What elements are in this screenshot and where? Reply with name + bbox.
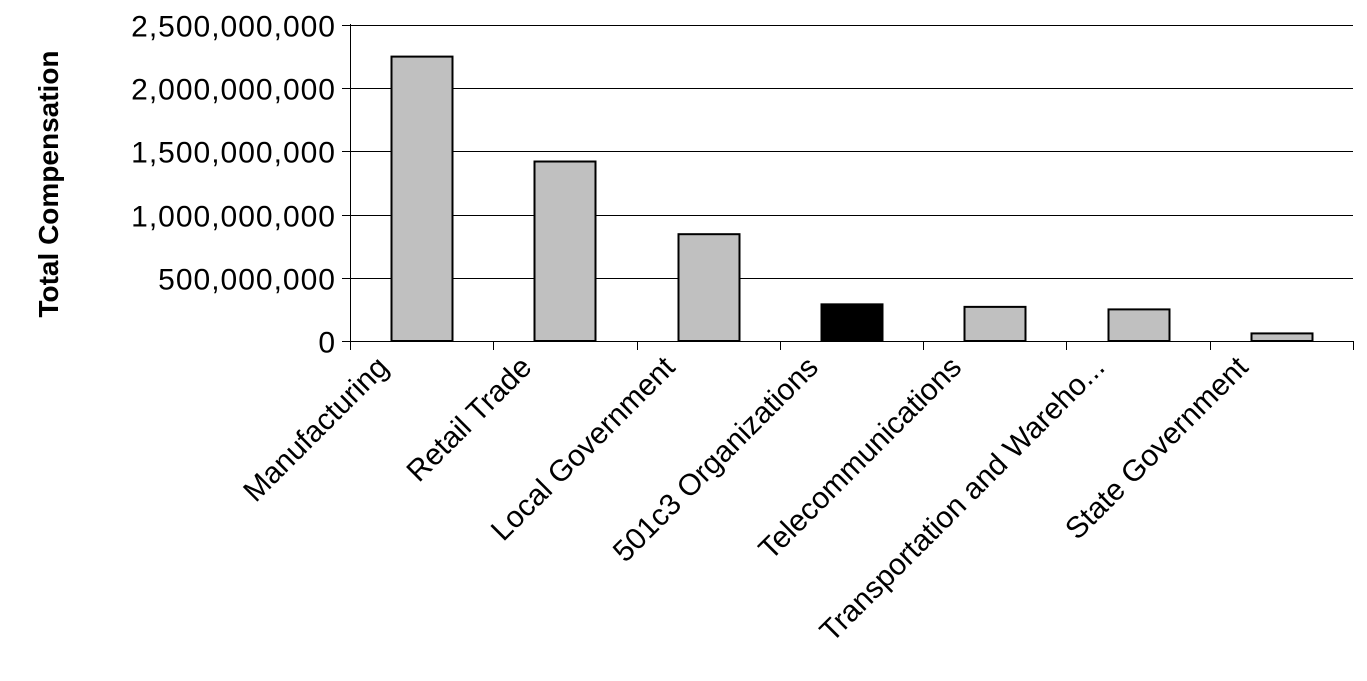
gridlines	[350, 25, 1353, 279]
bar	[1107, 308, 1171, 342]
y-tick-label: 0	[318, 327, 336, 360]
y-tick-label: 1,500,000,000	[131, 137, 336, 170]
y-tick-label: 1,000,000,000	[131, 201, 336, 234]
bars	[390, 55, 1314, 343]
axes	[342, 24, 1354, 350]
x-tick-label: Manufacturing	[237, 351, 395, 509]
bar	[963, 305, 1027, 343]
bar	[677, 233, 741, 342]
bar	[533, 160, 597, 342]
y-tick-label: 2,000,000,000	[131, 74, 336, 107]
x-tick-label: Retail Trade	[401, 351, 539, 489]
bar	[820, 303, 884, 342]
y-tick-label: 500,000,000	[158, 264, 336, 297]
bar	[1250, 332, 1314, 342]
y-tick-label: 2,500,000,000	[131, 11, 336, 44]
bar	[390, 55, 454, 342]
y-axis-title: Total Compensation	[33, 50, 64, 317]
x-tick-label: Transportation and Wareho...	[814, 351, 1112, 649]
